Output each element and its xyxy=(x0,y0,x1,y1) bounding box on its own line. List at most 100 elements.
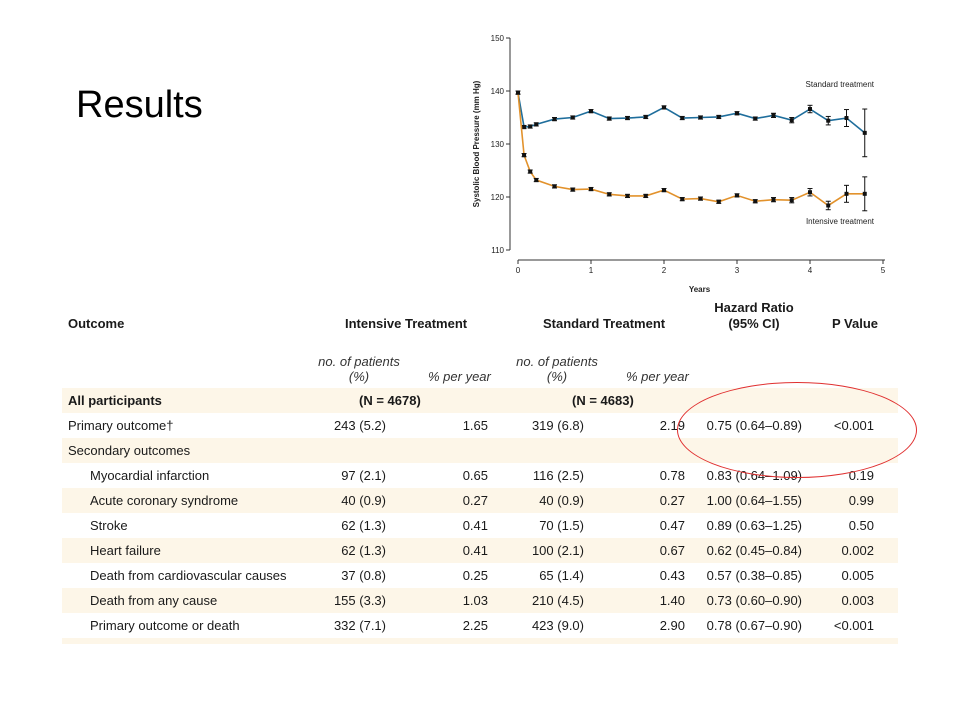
hazard-ratio: 0.75 (0.64–0.89) xyxy=(706,418,802,433)
intensive-rate: 0.27 xyxy=(462,493,488,508)
row-label: Stroke xyxy=(90,518,128,533)
data-point xyxy=(771,113,776,118)
data-point xyxy=(716,199,721,204)
table-subheader: no. of patients (%) % per year no. of pa… xyxy=(62,348,898,388)
series-line-0 xyxy=(517,92,866,134)
table-row: Primary outcome or death 332 (7.1) 2.25 … xyxy=(62,613,898,638)
table-row: Death from cardiovascular causes 37 (0.8… xyxy=(62,563,898,588)
data-point xyxy=(522,153,527,158)
header-p-value: P Value xyxy=(832,316,879,331)
data-point xyxy=(589,109,593,114)
data-point xyxy=(607,192,612,197)
header-hr-line2: (95% CI) xyxy=(728,316,780,331)
y-tick-label: 110 xyxy=(491,246,504,255)
data-point xyxy=(844,191,849,196)
data-point xyxy=(607,116,612,121)
data-point xyxy=(528,169,533,174)
standard-rate: 0.78 xyxy=(659,468,685,483)
standard-rate: 1.40 xyxy=(659,593,685,608)
hazard-ratio: 0.57 (0.38–0.85) xyxy=(706,568,802,583)
table-row: Heart failure 62 (1.3) 0.41 100 (2.1) 0.… xyxy=(62,538,898,563)
intensive-rate: 2.25 xyxy=(462,618,488,633)
row-label: Death from any cause xyxy=(90,593,218,608)
standard-count: 65 (1.4) xyxy=(539,568,584,583)
standard-count: 116 (2.5) xyxy=(532,468,584,483)
data-point xyxy=(771,197,776,202)
x-axis-label: Years xyxy=(689,285,711,294)
data-point xyxy=(826,203,831,208)
p-value: 0.99 xyxy=(848,493,874,508)
data-point xyxy=(522,125,527,130)
data-point xyxy=(753,116,758,121)
header-standard: Standard Treatment xyxy=(543,316,666,331)
subheader-int-n-line2: (%) xyxy=(348,369,370,384)
series-line-1 xyxy=(517,92,865,207)
hazard-ratio: 0.89 (0.63–1.25) xyxy=(706,518,802,533)
subheader-std-rate: % per year xyxy=(626,369,689,384)
data-point xyxy=(528,124,533,129)
intensive-rate: 1.03 xyxy=(462,593,488,608)
table-row: Myocardial infarction 97 (2.1) 0.65 116 … xyxy=(62,463,898,488)
data-point xyxy=(552,117,557,122)
data-point xyxy=(844,116,849,121)
row-label: Heart failure xyxy=(90,543,161,558)
data-point xyxy=(862,191,867,196)
intensive-count: 243 (5.2) xyxy=(333,418,386,433)
row-label: Death from cardiovascular causes xyxy=(90,568,287,583)
data-point xyxy=(534,122,539,127)
data-point xyxy=(716,114,721,119)
standard-rate: 0.47 xyxy=(659,518,685,533)
subheader-std-n-line2: (%) xyxy=(546,369,568,384)
subheader-int-n-line1: no. of patients xyxy=(318,354,400,369)
standard-rate: 2.90 xyxy=(659,618,685,633)
data-point xyxy=(680,116,685,121)
intensive-rate: 0.65 xyxy=(462,468,488,483)
intensive-n-total: (N = 4678) xyxy=(359,393,421,408)
subheader-std-n: no. of patients (%) xyxy=(512,354,602,384)
row-label: Myocardial infarction xyxy=(90,468,210,483)
p-value: 0.003 xyxy=(841,593,874,608)
data-point xyxy=(570,115,575,120)
row-label: Secondary outcomes xyxy=(68,443,191,458)
standard-count: 319 (6.8) xyxy=(531,418,584,433)
standard-count: 100 (2.1) xyxy=(531,543,584,558)
x-tick-label: 3 xyxy=(735,266,740,275)
data-point xyxy=(570,187,575,192)
hazard-ratio: 1.00 (0.64–1.55) xyxy=(706,493,802,508)
table-row: Stroke 62 (1.3) 0.41 70 (1.5) 0.47 0.89 … xyxy=(62,513,898,538)
data-point xyxy=(753,199,758,204)
row-label: Acute coronary syndrome xyxy=(90,493,239,508)
intensive-count: 37 (0.8) xyxy=(341,568,386,583)
x-tick-label: 0 xyxy=(516,266,521,275)
intensive-count: 62 (1.3) xyxy=(341,543,386,558)
y-tick-label: 120 xyxy=(491,193,505,202)
standard-rate: 0.67 xyxy=(659,543,685,558)
data-point xyxy=(589,187,593,192)
data-point xyxy=(625,116,630,121)
table-row-primary: Primary outcome† 243 (5.2) 1.65 319 (6.8… xyxy=(62,413,898,438)
table-row: Acute coronary syndrome 40 (0.9) 0.27 40… xyxy=(62,488,898,513)
header-hazard-ratio: Hazard Ratio (95% CI) xyxy=(712,300,796,332)
p-value: <0.001 xyxy=(833,618,874,633)
subheader-std-n-line1: no. of patients xyxy=(516,354,598,369)
data-point xyxy=(789,198,794,203)
row-label: All participants xyxy=(68,393,162,408)
standard-rate: 0.27 xyxy=(659,493,685,508)
row-label: Primary outcome or death xyxy=(90,618,240,633)
intensive-count: 62 (1.3) xyxy=(341,518,386,533)
x-tick-label: 4 xyxy=(808,266,813,275)
table-header: Outcome Intensive Treatment Standard Tre… xyxy=(62,300,898,348)
data-point xyxy=(680,197,685,202)
x-tick-label: 5 xyxy=(881,266,886,275)
header-outcome: Outcome xyxy=(68,316,125,331)
standard-count: 210 (4.5) xyxy=(531,593,584,608)
standard-rate: 2.19 xyxy=(659,418,685,433)
p-value: 0.005 xyxy=(841,568,874,583)
subheader-int-n: no. of patients (%) xyxy=(314,354,404,384)
data-point xyxy=(698,115,703,120)
intensive-count: 155 (3.3) xyxy=(333,593,386,608)
x-tick-label: 2 xyxy=(662,266,667,275)
y-tick-label: 130 xyxy=(491,140,505,149)
data-point xyxy=(735,193,739,198)
data-point xyxy=(735,111,739,116)
